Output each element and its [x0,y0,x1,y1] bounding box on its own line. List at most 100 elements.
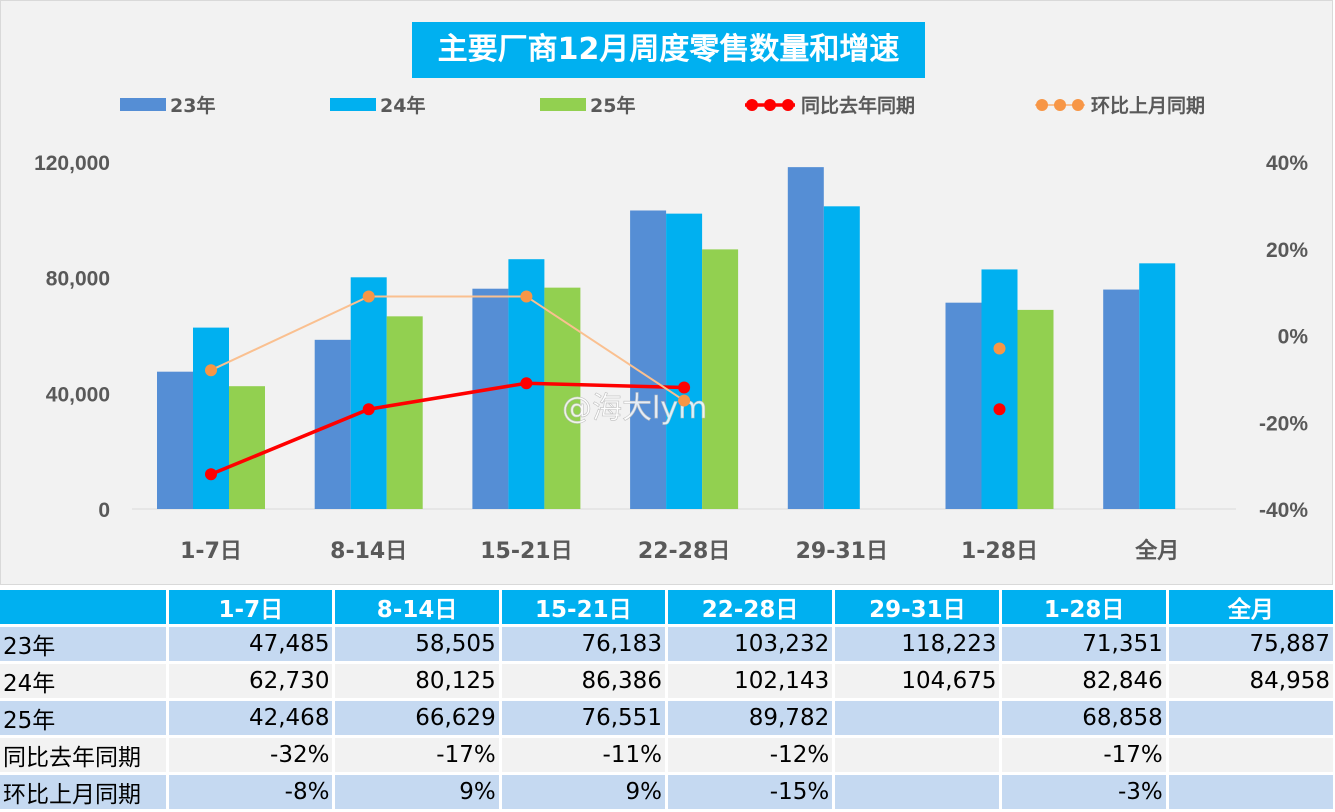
table-header-cell: 22-28日 [667,590,833,624]
legend-label: 24年 [380,94,425,117]
marker-环比上月同期-8-14日 [362,290,375,303]
bar-24年-全月 [1139,263,1176,509]
legend-label: 环比上月同期 [1091,95,1205,117]
table-cell: 58,505 [335,627,499,661]
legend-marker [1072,99,1084,111]
left-axis-tick: 80,000 [46,268,110,291]
table-header-cell: 1-28日 [1002,590,1166,624]
right-axis-tick: -40% [1259,499,1308,522]
row-label: 同比去年同期 [0,738,167,772]
table-cell: 47,485 [169,627,333,661]
table-cell: 118,223 [835,627,1000,661]
right-axis-tick: 40% [1266,152,1308,175]
table-cell: -17% [335,738,499,772]
row-label: 24年 [0,664,167,698]
marker-同比去年同期-1-7日 [205,468,217,481]
table-cell: 103,232 [667,627,833,661]
table-cell: -12% [667,738,833,772]
table-header-cell [0,590,167,624]
table-row: 25年 42,468 66,629 76,551 89,782 68,858 [0,701,1333,735]
table-cell: 76,551 [501,701,665,735]
left-axis-tick: 40,000 [46,383,110,406]
table-cell: 9% [501,775,665,809]
table-cell: -8% [169,775,333,809]
legend-marker [1036,99,1048,111]
bar-23年-全月 [1103,289,1140,509]
table-header-cell: 8-14日 [335,590,499,624]
table-cell: 71,351 [1002,627,1166,661]
line-环比上月同期 [210,295,685,402]
legend-label: 23年 [170,94,215,117]
data-table: 1-7日 8-14日 15-21日 22-28日 29-31日 1-28日 全月 23年 47,… [0,587,1335,812]
x-axis-tick: 1-28日 [961,539,1038,564]
right-axis-tick: 0% [1278,326,1309,349]
table-cell [1168,738,1333,772]
table-cell: 42,468 [169,701,333,735]
legend-label: 同比去年同期 [801,94,915,117]
table-row: 同比去年同期 -32% -17% -11% -12% -17% [0,738,1333,772]
table-cell: 84,958 [1168,664,1333,698]
legend-swatch-23年 [120,98,166,111]
table-cell: 9% [335,775,499,809]
bar-24年-8-14日 [350,277,387,509]
line-同比去年同期 [210,381,685,476]
bar-24年-1-7日 [193,327,229,509]
table-header-cell: 1-7日 [169,590,333,624]
marker-同比去年同期-1-28日 [993,403,1006,416]
bar-25年-1-28日 [1017,309,1054,509]
legend-marker [782,99,794,111]
marker-环比上月同期-22-28日 [678,394,691,407]
table-row: 24年 62,730 80,125 86,386 102,143 104,675 82,84… [0,664,1333,698]
row-label: 23年 [0,627,167,661]
x-axis-tick: 15-21日 [480,539,572,564]
chart-title: 主要厂商12月周度零售数量和增速 [412,22,925,78]
x-axis-tick: 全月 [1134,538,1179,564]
legend-label: 25年 [590,94,635,117]
bar-23年-29-31日 [787,167,824,509]
table-cell: 76,183 [501,627,665,661]
table-cell: 66,629 [335,701,499,735]
legend-swatch-24年 [330,98,376,111]
marker-环比上月同期-1-28日 [993,342,1006,355]
row-label: 环比上月同期 [0,775,167,809]
bar-23年-22-28日 [630,210,667,509]
table-header-cell: 15-21日 [501,590,665,624]
x-axis-tick: 22-28日 [638,539,730,564]
table-cell: -11% [501,738,665,772]
table-header-row: 1-7日 8-14日 15-21日 22-28日 29-31日 1-28日 全月 [0,590,1333,624]
bar-25年-15-21日 [544,287,581,509]
table-cell: 86,386 [501,664,665,698]
x-axis-tick: 1-7日 [180,539,242,564]
table-cell: -15% [667,775,833,809]
bar-23年-1-7日 [157,371,193,509]
table-row: 环比上月同期 -8% 9% 9% -15% -3% [0,775,1333,809]
table-cell: -3% [1002,775,1166,809]
left-axis-tick: 0 [98,499,110,522]
table-cell: -17% [1002,738,1166,772]
bar-25年-1-7日 [229,386,265,509]
watermark: @海大lym [562,391,707,426]
bar-23年-15-21日 [472,288,509,509]
marker-环比上月同期-1-7日 [205,364,217,377]
x-axis-tick: 29-31日 [796,539,888,564]
table-cell: 82,846 [1002,664,1166,698]
table-cell [835,701,1000,735]
table-cell: 75,887 [1168,627,1333,661]
marker-同比去年同期-8-14日 [362,403,375,416]
table-cell: -32% [169,738,333,772]
marker-同比去年同期-22-28日 [678,381,691,394]
bar-25年-22-28日 [702,249,739,510]
table-row: 23年 47,485 58,505 76,183 103,232 118,223 71,35… [0,627,1333,661]
left-axis-tick: 120,000 [34,152,110,175]
table-cell [835,738,1000,772]
bar-23年-1-28日 [945,302,982,509]
marker-同比去年同期-15-21日 [520,377,533,390]
legend-marker [1054,99,1066,111]
table-cell: 62,730 [169,664,333,698]
table-cell: 104,675 [835,664,1000,698]
bar-24年-29-31日 [823,206,860,509]
table-cell: 102,143 [667,664,833,698]
chart-svg: 0 40,000 80,000 120,000 -40% -20% 0% 20% 40% 1-7日… [34,94,1309,564]
x-axis-tick: 8-14日 [330,539,407,564]
